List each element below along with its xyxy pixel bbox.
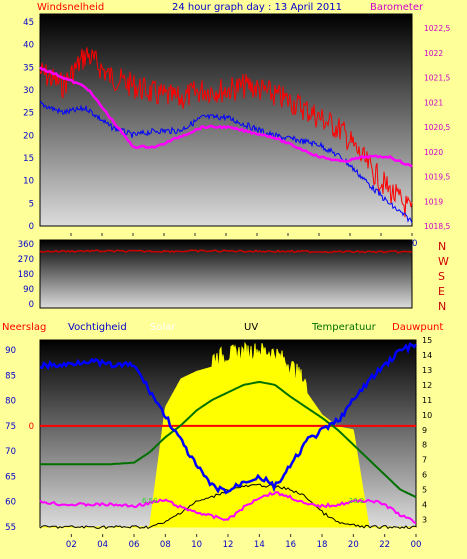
wind-y-tick: 20 [23,131,34,141]
wind-y-tick: 10 [23,177,34,187]
temperature-y-tick: 15 [422,336,432,345]
compass-label: N [438,300,446,313]
chart-title: 24 hour graph day : 13 April 2011 [172,2,342,13]
sunrise-annotation: 6:50 [142,497,158,505]
barometer-y-tick: 1021 [424,98,443,107]
temperature-line [40,380,417,498]
temperature-y-tick: 13 [422,366,432,375]
wind-y-tick: 15 [23,154,34,164]
uv-line [39,483,417,530]
barometer-y-tick: 1019 [424,197,443,206]
temperature-y-tick: 6 [422,471,427,480]
barometer-y-tick: 1022,5 [424,24,450,33]
direction-y-tick: 180 [18,270,34,280]
x-tick-label: 06 [129,540,140,550]
panel-header: UV [244,322,258,333]
wind-average-line [39,100,413,223]
temperature-y-tick: 4 [422,501,427,510]
humidity-y-tick: 75 [5,422,16,432]
panel-header: Vochtigheid [68,322,127,333]
humidity-y-tick: 80 [5,397,16,407]
solar-area [40,341,416,528]
panel-header: Dauwpunt [392,322,443,333]
wind-y-tick: 0 [29,222,34,232]
barometer-y-tick: 1021,5 [424,74,450,83]
dewpoint-line [39,491,417,524]
compass-label: N [438,240,446,253]
direction-y-tick: 270 [18,255,34,265]
direction-y-tick: 0 [29,300,34,310]
wind-y-tick: 40 [23,41,34,51]
compass-label: E [438,285,445,298]
x-tick-label: 16 [285,540,296,550]
wind-speed-line [39,47,413,218]
barometer-axis-title: Barometer [370,2,424,13]
temperature-y-tick: 5 [422,486,427,495]
x-tick-label: 08 [160,540,171,550]
sunset-annotation: 20:2 [349,497,365,505]
wind-direction-line [39,249,413,254]
wind-y-tick: 25 [23,109,34,119]
x-tick-label: 10 [191,540,202,550]
x-tick-label: 00 [411,540,422,550]
x-tick-label: 14 [254,540,265,550]
humidity-y-tick: 90 [5,346,16,356]
panel-header: Solar [150,322,176,333]
temperature-y-tick: 7 [422,456,427,465]
humidity-y-tick: 85 [5,371,16,381]
panel-header: Temperatuur [311,322,377,333]
panel-header: Neerslag [2,322,46,333]
barometer-y-tick: 1020 [424,148,443,157]
x-tick-label: 02 [66,540,77,550]
wind-y-tick: 45 [23,18,34,28]
x-tick-label: 22 [379,540,390,550]
humidity-y-tick: 60 [5,498,16,508]
temperature-y-tick: 11 [422,396,432,405]
wind-y-tick: 5 [29,199,34,209]
barometer-y-tick: 1019,5 [424,173,450,182]
temperature-y-tick: 8 [422,441,427,450]
humidity-line [39,342,417,495]
barometer-y-tick: 1022 [424,49,443,58]
temperature-y-tick: 9 [422,426,427,435]
wind-plot-area [39,13,413,227]
temperature-y-tick: 10 [422,411,432,420]
temperature-y-tick: 14 [422,351,432,360]
compass-label: W [438,255,449,268]
x-tick-label: 20 [348,540,359,550]
temperature-y-tick: 12 [422,381,432,390]
x-tick-label: 12 [223,540,234,550]
humidity-y-tick: 65 [5,472,16,482]
wind-axis-title: Windsnelheid [37,2,104,13]
barometer-y-tick: 1020,5 [424,123,450,132]
wind-y-tick: 35 [23,63,34,73]
barometer-line [39,66,413,168]
rain-axis-label: 0 [29,422,34,432]
x-tick-label: 18 [317,540,328,550]
wind-y-tick: 30 [23,86,34,96]
compass-label: S [438,270,445,283]
x-tick-label: 04 [97,540,108,550]
direction-y-tick: 90 [23,285,34,295]
direction-y-tick: 360 [18,240,34,250]
humidity-y-tick: 55 [5,523,16,533]
barometer-y-tick: 1018,5 [424,222,450,231]
humidity-y-tick: 70 [5,447,16,457]
temperature-y-tick: 3 [422,516,427,525]
